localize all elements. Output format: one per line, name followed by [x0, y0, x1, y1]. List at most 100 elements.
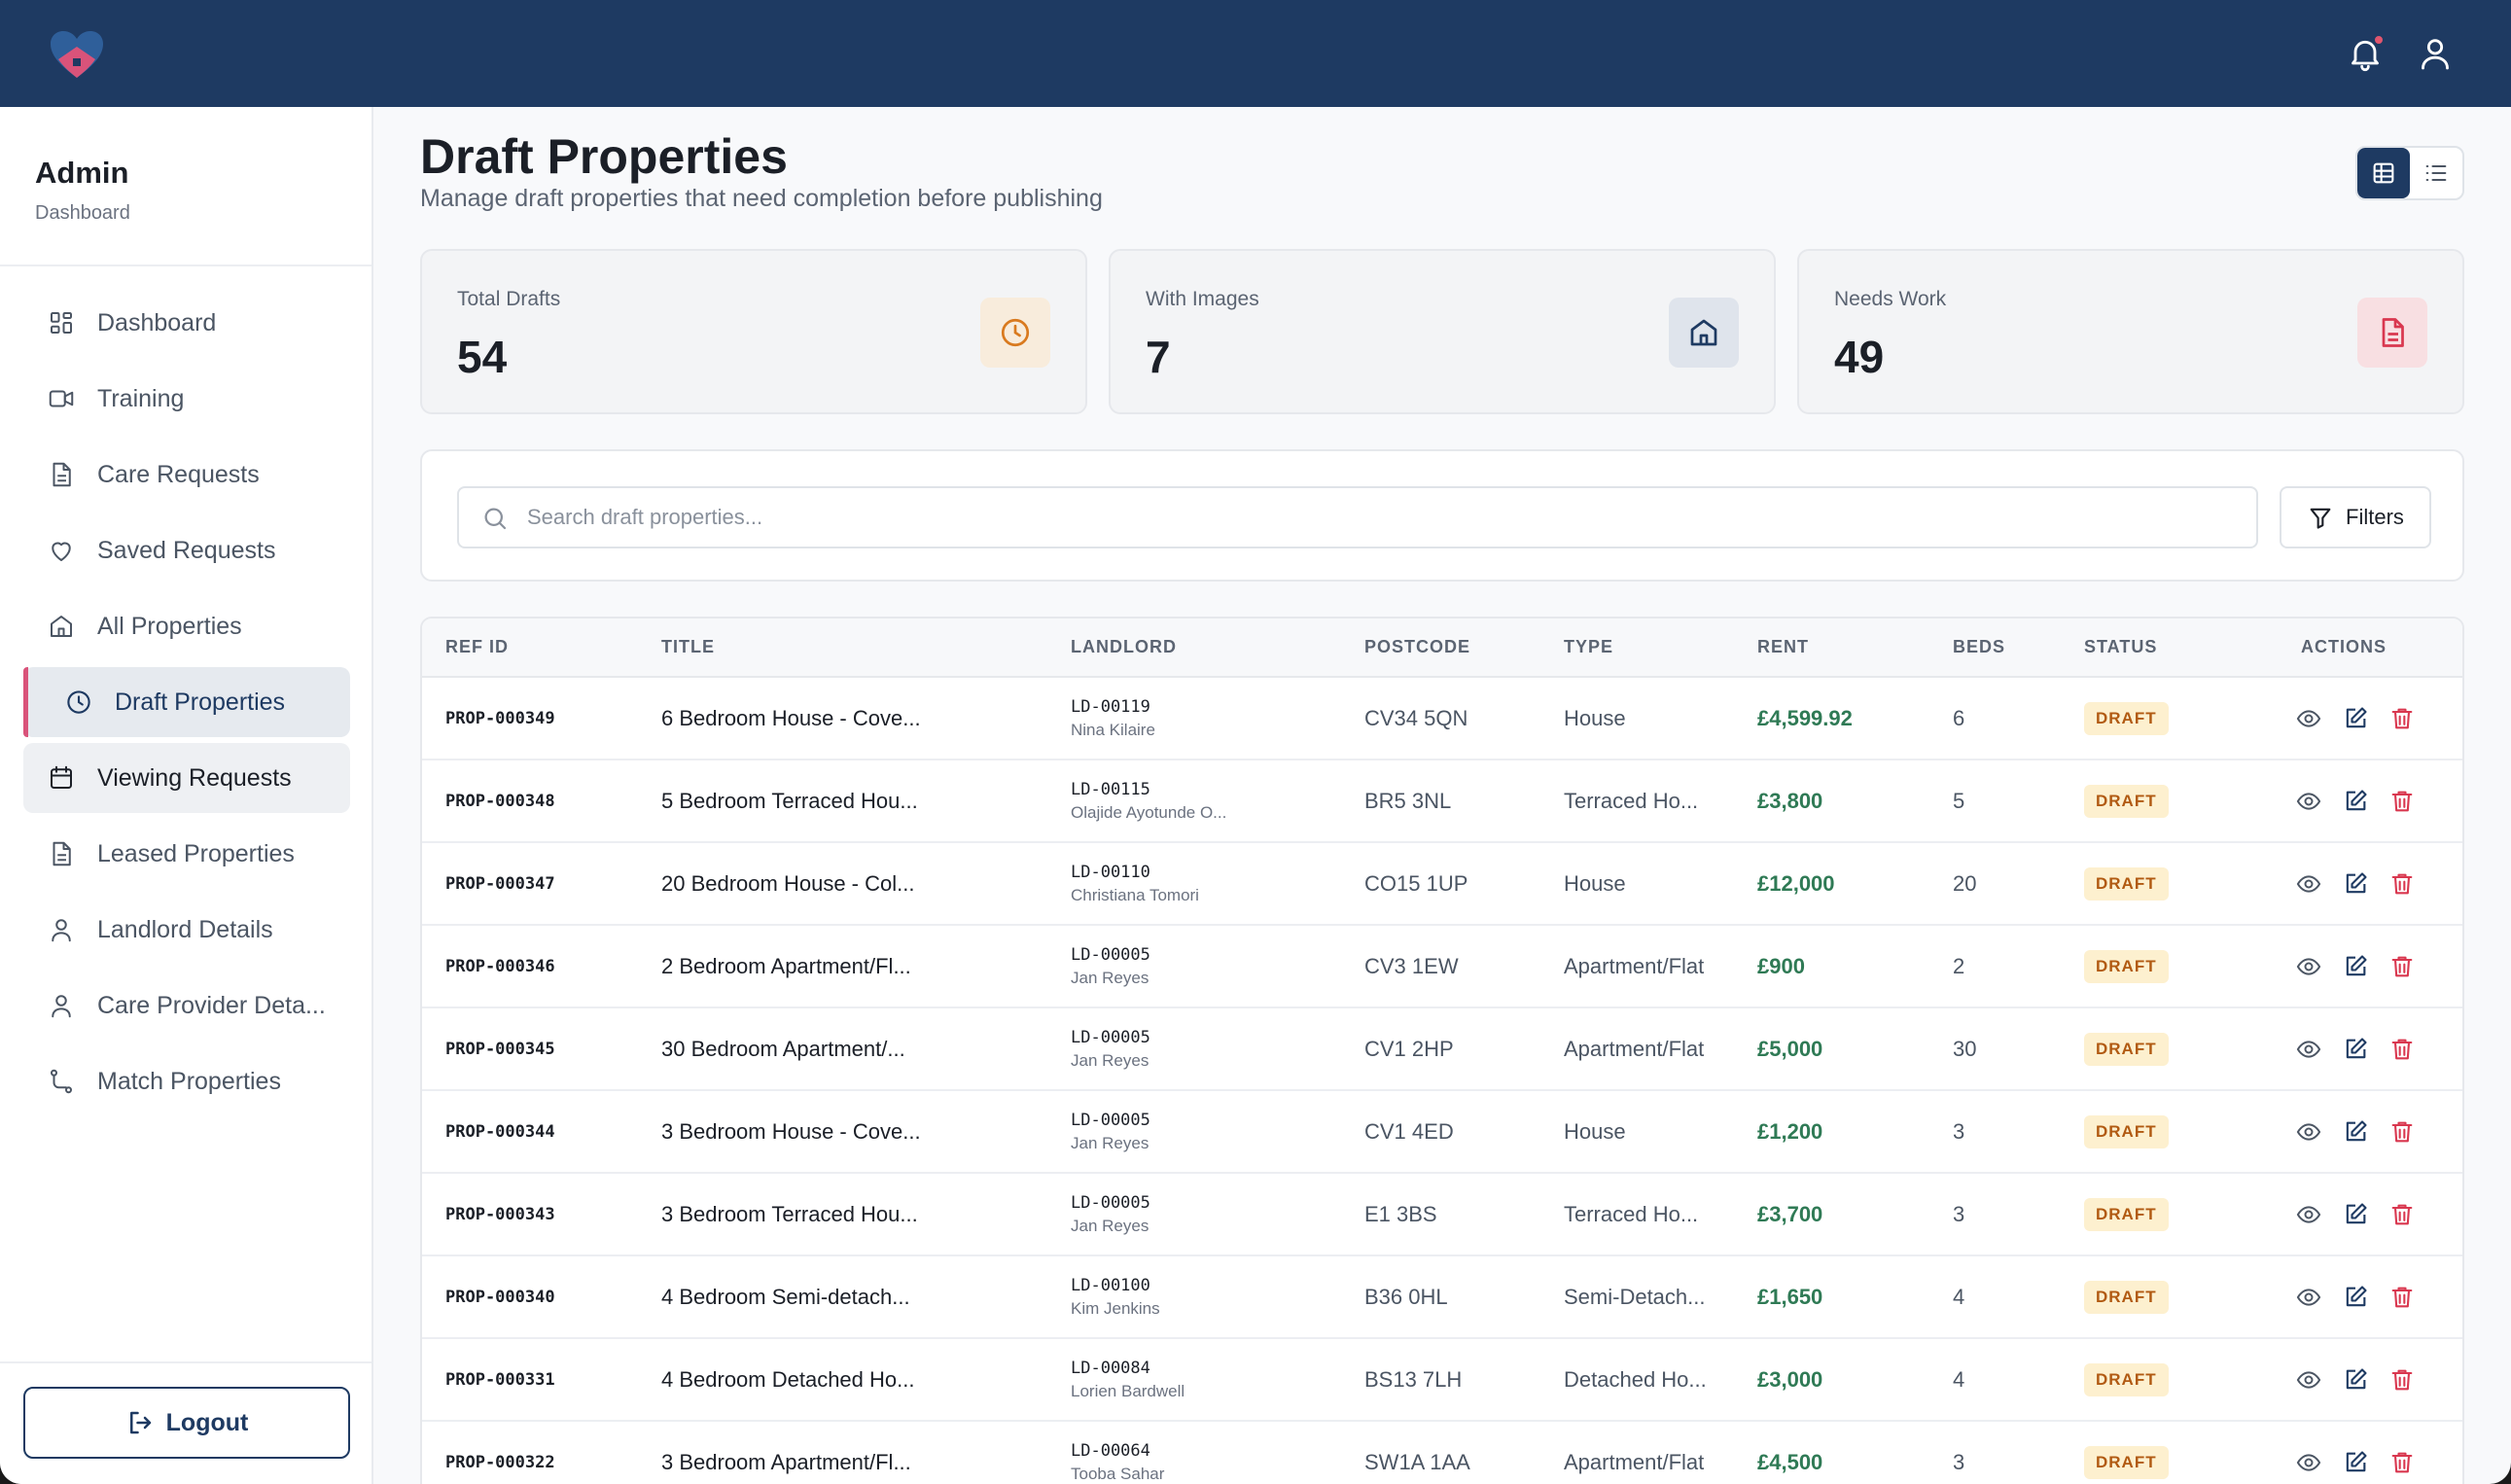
view-icon: [2296, 1370, 2321, 1389]
delete-button[interactable]: [2388, 1284, 2416, 1311]
view-toggle: [2355, 146, 2464, 200]
column-header-postcode[interactable]: POSTCODE: [1341, 618, 1540, 678]
edit-button[interactable]: [2342, 1449, 2369, 1476]
postcode-cell: CV34 5QN: [1364, 705, 1468, 730]
clock-icon: [1001, 318, 1030, 347]
edit-button[interactable]: [2342, 870, 2369, 898]
sidebar-item-label: Care Provider Deta...: [97, 991, 326, 1019]
edit-button[interactable]: [2342, 1201, 2369, 1228]
edit-button[interactable]: [2342, 1366, 2369, 1394]
row-actions: [2295, 1449, 2462, 1476]
table-row[interactable]: PROP-000343 3 Bedroom Terraced Hou... LD-0…: [422, 1173, 2462, 1255]
sidebar-item-draft-properties[interactable]: Draft Properties: [23, 667, 350, 737]
column-header-status[interactable]: STATUS: [2061, 618, 2237, 678]
beds-cell: 6: [1953, 705, 1965, 730]
sidebar-item-care-requests[interactable]: Care Requests: [23, 440, 350, 510]
edit-button[interactable]: [2342, 953, 2369, 980]
view-button[interactable]: [2295, 1118, 2322, 1146]
delete-button[interactable]: [2388, 788, 2416, 815]
grid-view-button[interactable]: [2357, 148, 2410, 198]
status-cell: DRAFT: [2061, 677, 2237, 760]
sidebar-item-label: Match Properties: [97, 1067, 281, 1095]
view-icon: [2296, 792, 2321, 810]
view-icon: [2296, 1040, 2321, 1058]
edit-icon: [2346, 1285, 2367, 1306]
edit-icon: [2346, 871, 2367, 893]
delete-button[interactable]: [2388, 1201, 2416, 1228]
table-row[interactable]: PROP-000344 3 Bedroom House - Cove... LD-0…: [422, 1090, 2462, 1173]
logout-button[interactable]: Logout: [23, 1387, 350, 1459]
edit-button[interactable]: [2342, 1118, 2369, 1146]
sidebar-item-all-properties[interactable]: All Properties: [23, 591, 350, 661]
view-button[interactable]: [2295, 788, 2322, 815]
edit-button[interactable]: [2342, 1284, 2369, 1311]
row-actions: [2295, 953, 2462, 980]
table-row[interactable]: PROP-000322 3 Bedroom Apartment/Fl... LD-0…: [422, 1421, 2462, 1484]
view-button[interactable]: [2295, 1036, 2322, 1063]
sidebar-item-care-provider-details[interactable]: Care Provider Deta...: [23, 971, 350, 1041]
search-input[interactable]: [527, 498, 2239, 537]
table-row[interactable]: PROP-000340 4 Bedroom Semi-detach... LD-00…: [422, 1255, 2462, 1338]
sidebar-item-dashboard[interactable]: Dashboard: [23, 288, 350, 358]
column-header-rent[interactable]: RENT: [1734, 618, 1929, 678]
sidebar-item-saved-requests[interactable]: Saved Requests: [23, 515, 350, 585]
ref-id-cell: PROP-000348: [445, 791, 555, 811]
rent-cell: £12,000: [1757, 870, 1835, 896]
list-icon: [2425, 164, 2447, 182]
view-button[interactable]: [2295, 953, 2322, 980]
table-row[interactable]: PROP-000331 4 Bedroom Detached Ho... LD-00…: [422, 1338, 2462, 1421]
draft-properties-table: REF ID TITLE LANDLORD POSTCODE TYPE RENT…: [420, 617, 2464, 1484]
table-row[interactable]: PROP-000346 2 Bedroom Apartment/Fl... LD-0…: [422, 925, 2462, 1007]
delete-button[interactable]: [2388, 1036, 2416, 1063]
view-icon: [2296, 1453, 2321, 1471]
row-actions: [2295, 1036, 2462, 1063]
sidebar-header: Admin Dashboard: [35, 156, 130, 225]
edit-button[interactable]: [2342, 705, 2369, 732]
delete-button[interactable]: [2388, 1449, 2416, 1476]
beds-cell: 3: [1953, 1449, 1965, 1474]
table-row[interactable]: PROP-000349 6 Bedroom House - Cove... LD-0…: [422, 677, 2462, 760]
sidebar-item-landlord-details[interactable]: Landlord Details: [23, 895, 350, 965]
delete-button[interactable]: [2388, 870, 2416, 898]
notifications-bell-icon[interactable]: [2346, 34, 2385, 73]
delete-button[interactable]: [2388, 705, 2416, 732]
column-header-type[interactable]: TYPE: [1540, 618, 1734, 678]
view-button[interactable]: [2295, 870, 2322, 898]
column-header-ref-id[interactable]: REF ID: [422, 618, 638, 678]
table-row[interactable]: PROP-000347 20 Bedroom House - Col... LD-0…: [422, 842, 2462, 925]
column-header-title[interactable]: TITLE: [638, 618, 1047, 678]
stat-icon-box: [2357, 298, 2427, 368]
view-button[interactable]: [2295, 1284, 2322, 1311]
table-row[interactable]: PROP-000345 30 Bedroom Apartment/... LD-00…: [422, 1007, 2462, 1090]
user-profile-icon[interactable]: [2416, 34, 2455, 73]
heart-home-logo-icon[interactable]: [49, 29, 105, 80]
sidebar-item-training[interactable]: Training: [23, 364, 350, 434]
sidebar: Admin Dashboard Dashboard Training Care …: [0, 107, 373, 1484]
delete-button[interactable]: [2388, 953, 2416, 980]
view-button[interactable]: [2295, 1449, 2322, 1476]
beds-cell: 20: [1953, 870, 1977, 896]
calendar-icon: [51, 765, 72, 789]
edit-button[interactable]: [2342, 788, 2369, 815]
column-header-beds[interactable]: BEDS: [1929, 618, 2061, 678]
view-button[interactable]: [2295, 705, 2322, 732]
row-actions: [2295, 870, 2462, 898]
sidebar-item-label: Draft Properties: [115, 688, 286, 716]
edit-button[interactable]: [2342, 1036, 2369, 1063]
filters-button[interactable]: Filters: [2280, 486, 2431, 548]
delete-icon: [2391, 956, 2413, 976]
column-header-landlord[interactable]: LANDLORD: [1047, 618, 1341, 678]
sidebar-item-label: Training: [97, 384, 185, 412]
edit-icon: [2346, 1119, 2367, 1141]
view-button[interactable]: [2295, 1201, 2322, 1228]
view-button[interactable]: [2295, 1366, 2322, 1394]
delete-button[interactable]: [2388, 1118, 2416, 1146]
sidebar-item-viewing-requests[interactable]: Viewing Requests: [23, 743, 350, 813]
table-row[interactable]: PROP-000348 5 Bedroom Terraced Hou... LD-0…: [422, 760, 2462, 842]
sidebar-item-leased-properties[interactable]: Leased Properties: [23, 819, 350, 889]
delete-button[interactable]: [2388, 1366, 2416, 1394]
list-view-button[interactable]: [2410, 148, 2462, 198]
column-header-actions: ACTIONS: [2237, 618, 2462, 678]
title-cell: 4 Bedroom Detached Ho...: [661, 1366, 915, 1392]
sidebar-item-match-properties[interactable]: Match Properties: [23, 1046, 350, 1116]
